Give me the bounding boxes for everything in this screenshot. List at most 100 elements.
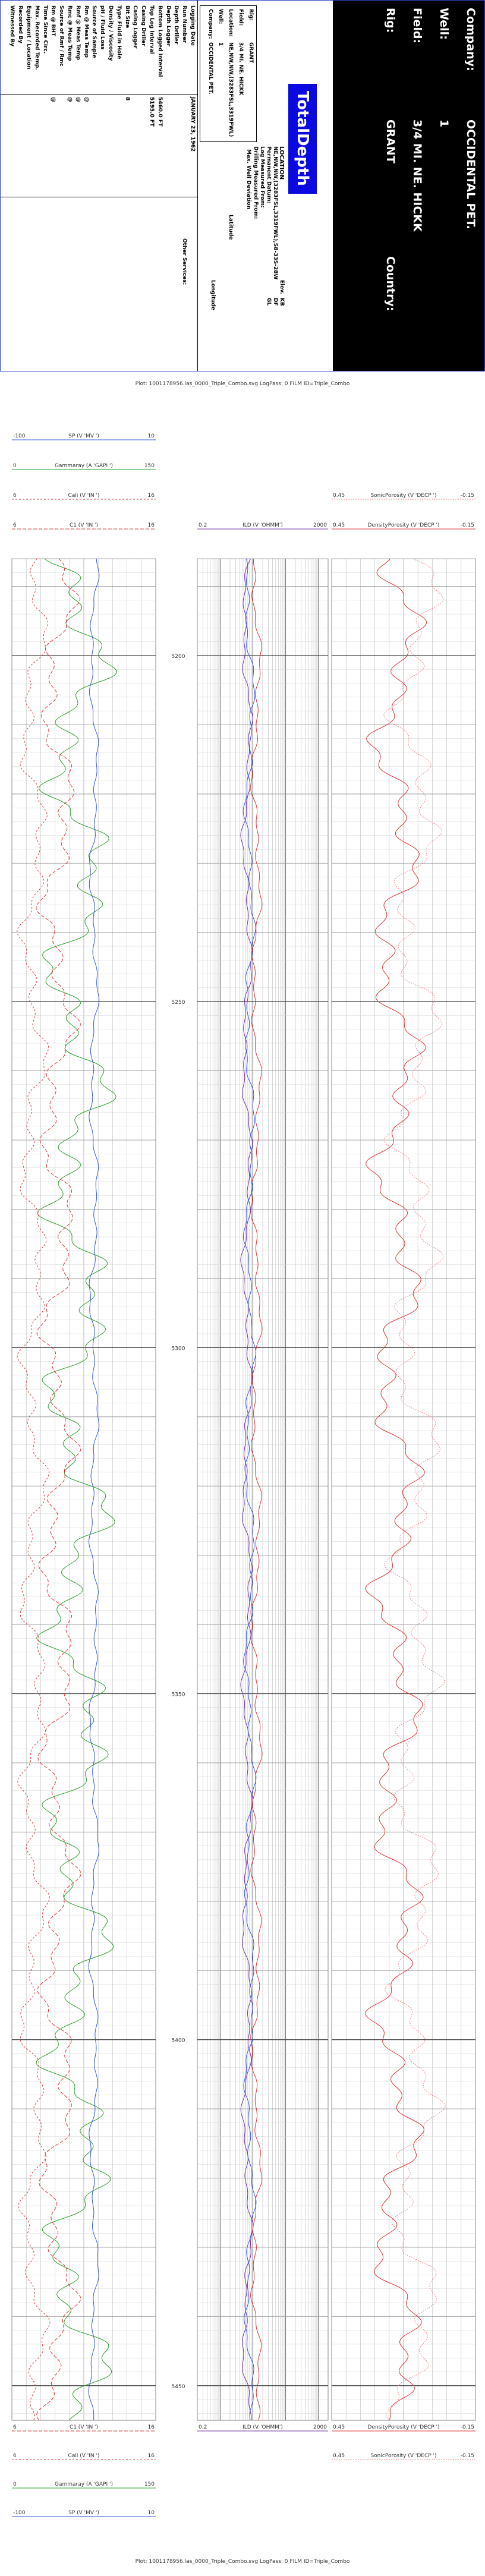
field-label: Company: [464,8,477,71]
row-label: Type Fluid in Hole [115,5,122,59]
curve-trace [240,558,254,2421]
row-label: Casing Driller [140,5,147,46]
field-value: OCCIDENTAL PET. [464,119,477,229]
scale-name: Cali (V 'IN ') [68,2453,100,2459]
scale-name: SP (V 'MV ') [68,433,99,439]
coordinate-text: Latitude [228,215,234,240]
row-label: Rm @ Meas Temp [83,5,89,58]
plot-title: Plot: 1001178956.las_0000_Triple_Combo.s… [136,2559,350,2565]
row-label: Top Log Interval [149,5,155,54]
scale-max: 16 [148,493,155,499]
logo: TotalDepth [294,91,311,186]
plot-title: Plot: 1001178956.las_0000_Triple_Combo.s… [136,381,350,387]
row-label: Witnessed By [9,5,15,46]
scale-name: SonicPorosity (V 'DECP ') [370,493,436,499]
scale-max: -0.15 [461,493,474,499]
field-label: Well: [437,8,451,40]
coordinate-text: Max. Well Deviation [245,149,251,209]
row-value: 5195.0 FT [149,97,155,127]
row-label: Bottom Logged Interval [156,5,163,77]
scale-max: 150 [144,2481,155,2487]
scale-name: SonicPorosity (V 'DECP ') [370,2453,436,2459]
scale-min: 0.45 [333,522,345,528]
scale-max: 10 [148,433,155,439]
scale-max: 16 [148,2453,155,2459]
scale-name: Gammaray (A 'GAPI ') [55,2481,113,2487]
curve-trace [242,558,257,2421]
curve-trace [36,558,81,2421]
row-label: Time Since Circ. [42,5,48,54]
curve-trace [88,558,100,2420]
info-label: Location: [228,9,234,37]
scale-min: -100 [13,2510,26,2516]
depth-label: 5300 [172,1346,185,1352]
info-value: GRANT [248,42,254,63]
row-label: Bit Size [124,5,130,29]
scale-min: 6 [13,493,17,499]
scale-max: 2000 [313,522,327,528]
table-rule [1,94,198,95]
scale-min: -100 [13,433,26,439]
info-label: Company: [207,9,213,39]
elevation-text: Elev. [279,280,285,294]
scale-min: 0.2 [199,2424,207,2430]
row-value: JANUARY 23, 1962 [190,97,196,152]
scale-name: DensityPorosity (V 'DECP ') [368,2424,440,2430]
row-label: Casing Logger [132,5,138,49]
curve-trace [17,558,51,2421]
scale-name: C1 (V 'IN ') [70,2424,98,2430]
scale-name: C1 (V 'IN ') [70,522,98,528]
depth-label: 5250 [172,1000,185,1006]
row-label: Recorded By [17,5,24,43]
row-label: Rmf @ Meas Temp [74,5,81,60]
field-value: 1 [437,119,451,128]
curve-trace [383,558,446,2421]
elevation-text: DF [272,298,278,306]
row-label: Depth Logger [165,5,171,47]
scale-name: ILD (V 'OHMM') [242,522,283,528]
row-value: @ [83,97,89,102]
row-label: Logging Date [190,5,196,46]
row-label: pH / Fluid Loss [99,5,106,50]
scale-max: 2000 [313,2424,327,2430]
depth-label: 5200 [172,654,185,660]
scale-max: 10 [148,2510,155,2516]
location-text: NE,NW,NW,(3283FSL,3319FWL),S8-33S-28W [272,146,278,280]
depth-label: 5400 [172,2038,185,2044]
scale-min: 6 [13,2424,17,2430]
location-text: Drilling Measured From: [253,146,259,219]
row-label: Depth Driller [173,5,179,45]
field-label: Field: [411,8,424,44]
info-label: Field: [238,9,244,26]
scale-name: ILD (V 'OHMM') [242,2424,283,2430]
field-value: 3/4 MI. NE. HICKK [411,119,424,232]
row-value: 8 [124,97,130,101]
field-label: Country: [384,256,397,311]
scale-name: SP (V 'MV ') [68,2510,99,2516]
curve-trace [365,558,427,2421]
scale-max: -0.15 [461,2453,474,2459]
scale-max: 150 [144,463,155,469]
info-value: 1 [218,42,223,46]
location-text: Permanent Datum: [266,146,272,204]
row-label: Source of Rmf / Rmc [58,5,65,67]
depth-label: 5450 [172,2384,185,2390]
scale-min: 0.45 [333,493,345,499]
info-value: NE,NW,NW,(3283FSL,3319FWL) [228,42,234,137]
location-text: Log Measured From: [259,146,265,208]
depth-label: 5350 [172,1692,185,1698]
row-label: Equipment / Location [26,5,32,70]
scale-min: 0.45 [333,2453,345,2459]
curve-trace [250,558,263,2421]
row-label: Density / Viscosity [108,5,114,61]
scale-name: DensityPorosity (V 'DECP ') [368,522,440,528]
row-value: @ [74,97,81,102]
field-label: Rig: [384,8,397,33]
scale-min: 6 [13,2453,17,2459]
info-value: OCCIDENTAL PET. [207,42,213,95]
scale-min: 0 [13,463,17,469]
info-label: Rig: [248,9,254,21]
scale-max: -0.15 [461,2424,474,2430]
location-text: LOCATION [278,146,285,180]
